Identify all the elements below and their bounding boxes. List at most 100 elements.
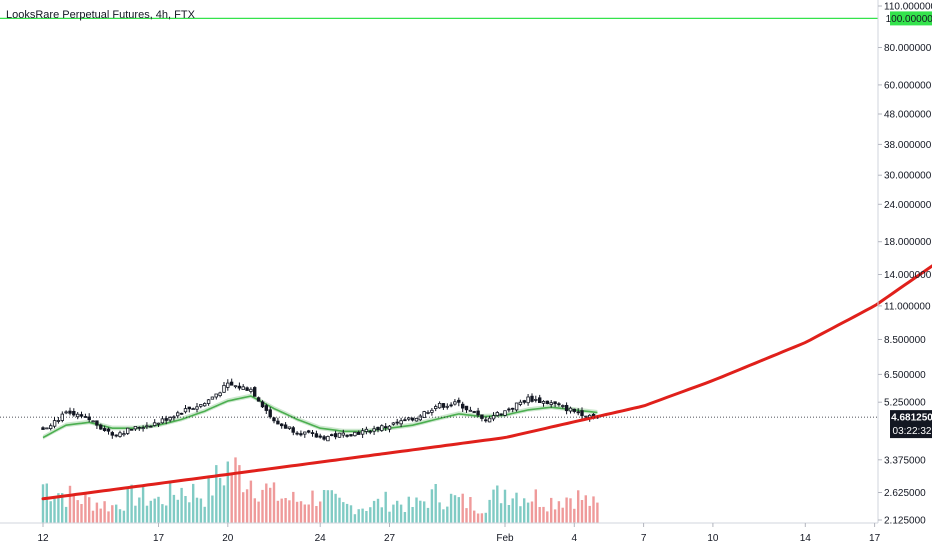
candle: [195, 403, 199, 413]
trend-curve: [41, 264, 932, 501]
volume-bar: [284, 498, 287, 523]
candle-body: [468, 409, 473, 412]
candle: [364, 426, 369, 435]
volume-bar: [342, 502, 345, 523]
volume-bar: [172, 494, 176, 523]
candle: [49, 423, 53, 431]
candle-body: [56, 420, 61, 422]
candle: [472, 410, 476, 413]
candle-body: [218, 392, 222, 396]
candle: [391, 422, 396, 426]
candle-body: [580, 410, 584, 417]
volume-bar: [469, 497, 472, 523]
candle-body: [202, 403, 207, 407]
y-tick-label: 11.000000: [884, 301, 931, 312]
volume-bar: [188, 502, 191, 523]
candle: [45, 427, 49, 430]
volume-bar: [88, 497, 91, 523]
candle: [541, 400, 546, 407]
candle-body: [341, 432, 345, 436]
volume-bar: [526, 502, 530, 523]
candle-body: [426, 411, 430, 414]
candle: [345, 434, 349, 438]
candle-body: [141, 427, 145, 430]
volume-bar: [392, 504, 395, 523]
x-tick-label: Feb: [496, 533, 514, 544]
candle-body: [503, 410, 507, 416]
candle-body: [522, 400, 526, 403]
price-lines: [0, 17, 878, 418]
candlesticks: [41, 378, 600, 442]
candle-body: [356, 431, 361, 435]
candle-body: [249, 388, 253, 392]
volume-bar: [584, 495, 587, 523]
candle-body: [206, 399, 211, 404]
trend-curve-line: [41, 264, 932, 501]
target-price-tag: [890, 11, 932, 26]
candle-body: [214, 393, 218, 398]
candle: [229, 378, 234, 386]
volume-bar: [388, 511, 391, 523]
volume-bar: [519, 506, 522, 523]
candle-body: [241, 386, 245, 390]
candle-body: [329, 434, 334, 437]
candle: [179, 412, 184, 415]
volume-bar: [91, 510, 95, 523]
candle: [484, 416, 488, 423]
volume-bar: [380, 507, 383, 523]
candle-body: [222, 384, 226, 393]
candle-body: [553, 401, 557, 405]
candle-body: [79, 414, 84, 417]
candle-body: [145, 425, 149, 428]
candle-body: [557, 403, 561, 406]
volume-bar: [496, 485, 499, 523]
candle-body: [510, 407, 515, 410]
candle-body: [102, 428, 107, 431]
volume-bar: [307, 504, 310, 523]
volume-bar: [334, 493, 337, 523]
candle: [410, 417, 415, 422]
y-axis: 110.000000 80.000000 60.000000 48.000000 38.…: [877, 0, 932, 527]
candle-body: [291, 427, 295, 433]
volume-bar: [118, 509, 122, 523]
candle-body: [237, 385, 242, 389]
candle: [279, 423, 284, 429]
candle-body: [276, 420, 280, 425]
candle-body: [64, 411, 68, 414]
candle-body: [95, 420, 99, 426]
candle: [380, 424, 384, 432]
candle-body: [337, 432, 342, 438]
volume-bar: [546, 511, 549, 523]
candle-body: [576, 411, 580, 414]
y-tick-label: 30.000000: [884, 171, 932, 182]
volume-bar: [453, 495, 457, 523]
candle-body: [310, 432, 315, 435]
candle: [168, 416, 172, 423]
candle: [576, 408, 580, 416]
volume-bar: [457, 497, 460, 523]
candle-body: [49, 425, 53, 430]
volume-bar: [345, 503, 349, 523]
candle: [164, 415, 168, 425]
volume-bar: [503, 489, 507, 523]
candle: [249, 387, 253, 394]
candle: [237, 382, 242, 391]
y-tick-label: 110.000000: [884, 2, 932, 13]
volume-bar: [426, 507, 430, 523]
volume-bar: [153, 498, 156, 523]
candle: [568, 406, 573, 414]
x-tick-label: 17: [869, 533, 881, 544]
candle: [41, 426, 45, 430]
volume-bar: [49, 501, 52, 523]
candle: [133, 425, 138, 431]
candle-body: [191, 408, 195, 411]
volume-bar: [553, 509, 557, 523]
candle: [91, 420, 95, 423]
candle-body: [472, 411, 476, 413]
candle: [322, 435, 326, 441]
y-tick-label: 2.125000: [884, 516, 926, 527]
volume-bar: [245, 489, 249, 523]
candle: [256, 396, 261, 402]
candle-body: [395, 421, 399, 424]
